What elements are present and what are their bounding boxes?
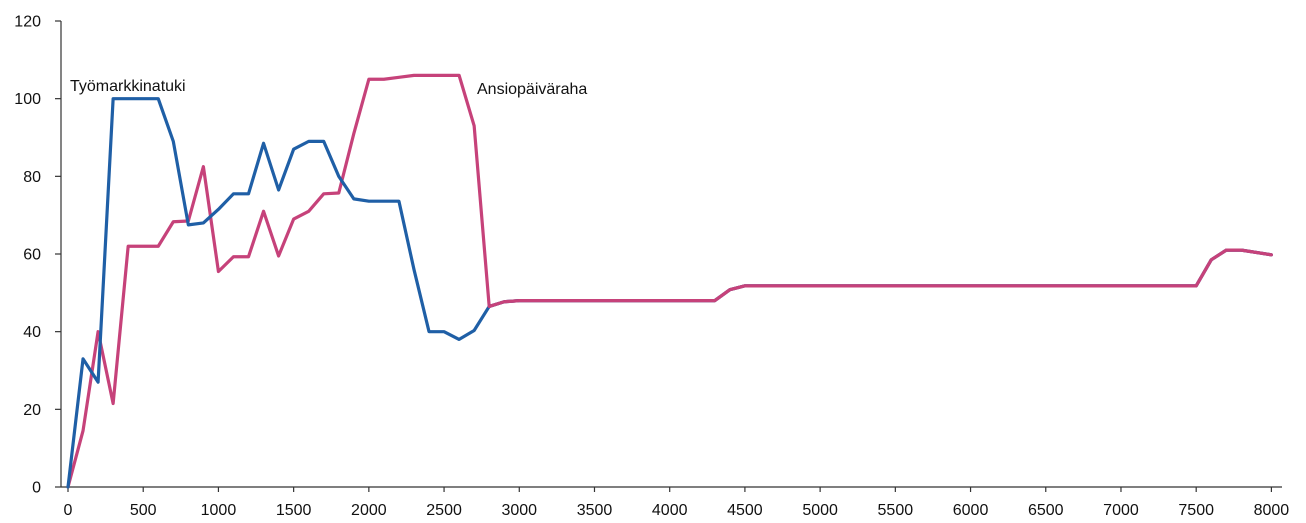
x-tick-label: 4500 [727,502,763,519]
series-labels: Työmarkkinatuki Ansiopäiväraha [70,78,587,98]
y-tick-label: 120 [14,14,41,31]
series-label-ansiopaivaraha: Ansiopäiväraha [477,81,587,98]
x-tick-label: 3000 [501,502,537,519]
x-tick-label: 0 [64,502,73,519]
x-tick-label: 6000 [953,502,989,519]
x-ticks: 0 500 1000 1500 2000 2500 3000 3500 4000 4500 5000… [64,487,1290,519]
y-tick-label: 100 [14,91,41,108]
y-tick-label: 0 [32,480,41,497]
y-ticks: 0 20 40 60 80 100 120 [14,14,61,497]
x-tick-label: 4000 [652,502,688,519]
x-tick-label: 2500 [426,502,462,519]
x-tick-label: 3500 [577,502,613,519]
series-line-shared-tail [487,248,1273,309]
x-tick-label: 1500 [276,502,312,519]
x-tick-label: 7500 [1178,502,1214,519]
x-tick-label: 7000 [1103,502,1139,519]
x-tick-label: 8000 [1254,502,1290,519]
x-tick-label: 5000 [802,502,838,519]
series-line-ansiopaivaraha [66,73,1273,489]
y-tick-label: 60 [23,247,41,264]
series-label-tyomarkkinatuki: Työmarkkinatuki [70,78,186,95]
series-lines [66,73,1273,489]
x-tick-label: 500 [130,502,157,519]
y-tick-label: 20 [23,402,41,419]
x-tick-label: 2000 [351,502,387,519]
axes [60,21,1282,488]
x-tick-label: 6500 [1028,502,1064,519]
x-tick-label: 5500 [878,502,914,519]
y-tick-label: 40 [23,324,41,341]
x-tick-label: 1000 [201,502,237,519]
y-tick-label: 80 [23,169,41,186]
series-line-tyomarkkinatuki [66,97,1273,489]
